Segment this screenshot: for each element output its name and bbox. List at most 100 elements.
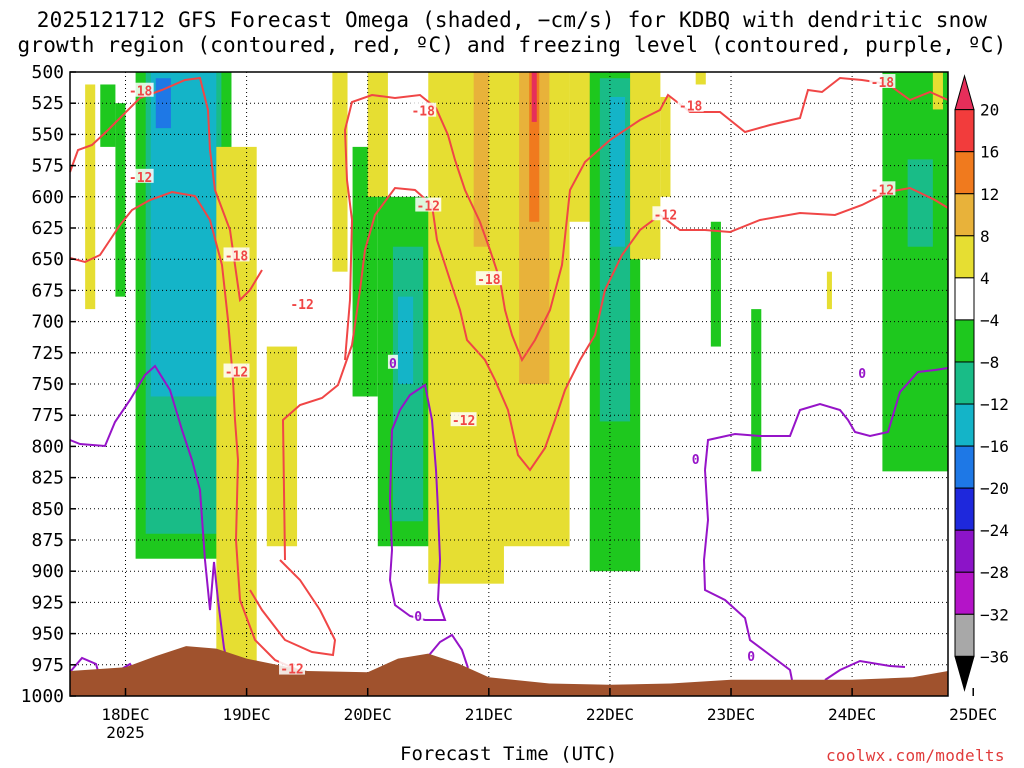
omega-region-2 — [115, 103, 126, 297]
contour-label-bg-13 — [869, 181, 896, 196]
colorbar-top-arrow — [954, 74, 975, 111]
colorbar-label-5: −4 — [980, 311, 999, 330]
xtick-label-23DEC: 23DEC — [707, 705, 755, 724]
contour-label-18: 0 — [858, 367, 866, 382]
terrain — [70, 646, 948, 696]
omega-region-31 — [882, 72, 948, 472]
y-axis: 500 525 550 575 600 625 650 675 700 725 750 775 800 8… — [21, 62, 76, 707]
ytick-label-750: 750 — [31, 374, 64, 395]
chart-title: 2025121712 GFS Forecast Omega (shaded, −… — [0, 8, 1024, 58]
ytick-label-500: 500 — [31, 62, 64, 83]
colorbar-swatch-1 — [954, 109, 975, 153]
grid-lines — [70, 72, 948, 696]
contour-label-bg-11 — [652, 206, 679, 221]
contour-label-9: -12 — [452, 414, 475, 429]
xtick-label-21DEC: 21DEC — [465, 705, 513, 724]
contour-label-15: 0 — [414, 610, 422, 625]
contour-label-bg-12 — [869, 73, 896, 88]
omega-region-33 — [932, 72, 943, 110]
dgz-contour-4 — [281, 186, 949, 561]
contour-label-bg-18 — [857, 364, 868, 379]
omega-region-26 — [660, 96, 671, 197]
colorbar: 20 16 12 8 4 −4 −8 −12 −16 −20 −24 −28 −32 −36 — [954, 74, 1009, 692]
contour-label-10: -18 — [679, 100, 703, 115]
contour-label-3: -12 — [225, 366, 248, 381]
ytick-label-825: 825 — [31, 468, 64, 489]
ytick-label-900: 900 — [31, 561, 64, 582]
colorbar-swatch-3 — [954, 193, 975, 237]
ytick-label-550: 550 — [31, 124, 64, 145]
contour-label-13: -12 — [871, 183, 894, 198]
colorbar-swatch-2 — [954, 151, 975, 195]
contour-label-bg-0 — [127, 82, 154, 97]
colorbar-label-9: −20 — [980, 479, 1009, 498]
ytick-label-975: 975 — [31, 655, 64, 676]
omega-region-28 — [710, 221, 721, 347]
contour-label-bg-4 — [279, 660, 306, 675]
colorbar-label-6: −8 — [980, 353, 999, 372]
ytick-label-1000: 1000 — [21, 686, 64, 707]
freezing-contour-6 — [704, 367, 949, 471]
contour-label-bg-15 — [413, 608, 424, 623]
dgz-contour-3 — [343, 76, 949, 363]
ytick-label-525: 525 — [31, 93, 64, 114]
contour-label-bg-5 — [289, 296, 316, 311]
dgz-contour-2 — [249, 559, 337, 657]
colorbar-swatch-13 — [954, 613, 975, 657]
freezing-contour-4 — [424, 633, 469, 669]
ytick-label-875: 875 — [31, 530, 64, 551]
ytick-label-925: 925 — [31, 592, 64, 613]
xtick-sublabel-18DEC: 2025 — [106, 723, 145, 742]
colorbar-swatch-12 — [954, 571, 975, 615]
dgz-contour-1 — [69, 190, 299, 671]
ytick-label-575: 575 — [31, 156, 64, 177]
contour-label-bg-3 — [223, 363, 250, 378]
contour-label-4: -12 — [280, 663, 303, 678]
colorbar-bottom-arrow — [954, 655, 975, 692]
dendritic-growth-contours — [69, 76, 949, 671]
contour-label-bg-7 — [415, 197, 442, 212]
ytick-label-625: 625 — [31, 218, 64, 239]
ytick-label-675: 675 — [31, 280, 64, 301]
contour-label-17: 0 — [747, 650, 755, 665]
contour-label-bg-16 — [690, 450, 701, 465]
colorbar-label-8: −16 — [980, 437, 1009, 456]
omega-shading — [85, 72, 948, 696]
omega-region-25 — [630, 72, 661, 260]
colorbar-label-12: −32 — [980, 605, 1009, 624]
contour-label-bg-1 — [127, 168, 154, 183]
omega-region-16 — [473, 72, 489, 247]
ytick-label-800: 800 — [31, 436, 64, 457]
site-credit[interactable]: coolwx.com/modelts — [826, 746, 1005, 765]
xtick-label-25DEC: 25DEC — [949, 705, 997, 724]
omega-region-8 — [266, 346, 298, 547]
contour-label-bg-10 — [677, 97, 704, 112]
colorbar-swatch-8 — [954, 403, 975, 447]
xtick-label-18DEC: 18DEC — [101, 705, 149, 724]
freezing-contour-5 — [702, 469, 793, 681]
omega-region-1 — [100, 84, 116, 147]
colorbar-label-13: −36 — [980, 647, 1009, 666]
ytick-label-700: 700 — [31, 312, 64, 333]
contour-label-14: 0 — [389, 357, 397, 372]
contour-label-bg-14 — [387, 354, 398, 369]
dgz-contour-0 — [69, 76, 263, 303]
terrain-fill — [70, 646, 948, 696]
ytick-label-775: 775 — [31, 405, 64, 426]
contour-label-bg-9 — [450, 412, 477, 427]
omega-region-27 — [695, 72, 706, 85]
omega-region-9 — [332, 72, 348, 272]
colorbar-label-10: −24 — [980, 521, 1009, 540]
contour-label-bg-6 — [410, 102, 437, 117]
ytick-label-850: 850 — [31, 499, 64, 520]
colorbar-label-1: 16 — [980, 143, 999, 162]
omega-region-30 — [826, 271, 832, 310]
contour-label-bg-2 — [223, 247, 250, 262]
xtick-label-19DEC: 19DEC — [223, 705, 271, 724]
freezing-contour-3 — [388, 383, 447, 621]
contour-label-5: -12 — [290, 298, 313, 313]
colorbar-swatch-9 — [954, 445, 975, 489]
colorbar-swatch-7 — [954, 361, 975, 405]
